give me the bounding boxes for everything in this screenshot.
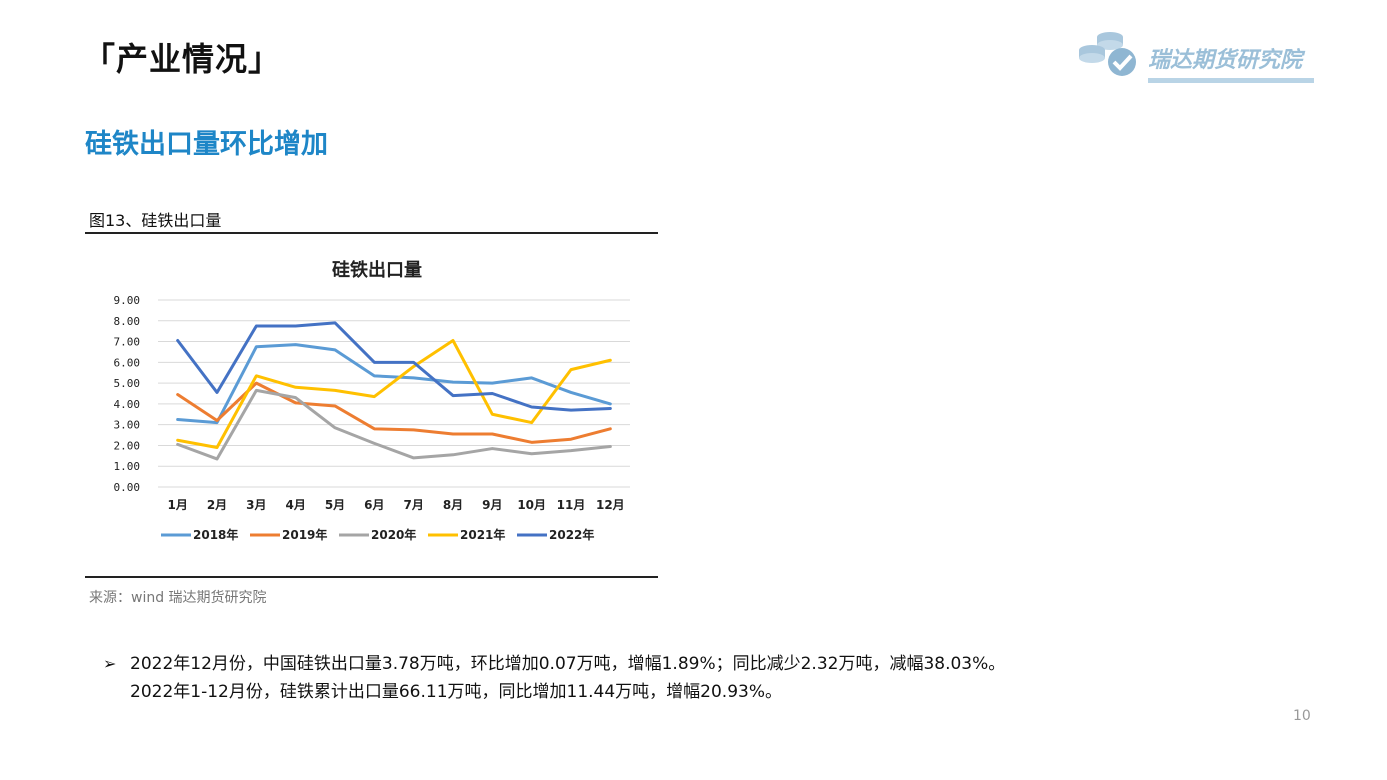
y-tick-label: 6.00 [114,356,141,369]
x-tick-label: 7月 [403,498,423,512]
chart-series [176,321,612,461]
x-tick-label: 10月 [517,498,546,512]
page-title: 「产业情况」 [83,40,282,78]
series-line-2020年 [176,388,612,461]
x-tick-label: 11月 [557,498,586,512]
y-tick-label: 1.00 [114,460,141,473]
logo-text: 瑞达期货研究院 [1148,48,1303,73]
bullet-arrow-icon: ➢ [103,654,117,673]
export-volume-chart: 硅铁出口量 0.00 1.00 2.00 3.00 4.00 5.00 6.00 7.00 8.… [114,259,630,542]
y-tick-label: 5.00 [114,377,141,390]
legend-label: 2018年 [193,527,238,542]
section-title: 硅铁出口量环比增加 [85,129,328,160]
series-line-2018年 [176,343,612,425]
legend-label: 2022年 [549,527,594,542]
y-tick-label: 9.00 [114,294,141,307]
x-tick-label: 3月 [246,498,266,512]
x-tick-label: 5月 [325,498,345,512]
chart-legend: 2018年 2019年 2020年 2021年 2022年 [161,527,594,542]
y-tick-label: 8.00 [114,315,141,328]
source-note: 来源：wind 瑞达期货研究院 [89,590,267,606]
y-tick-label: 7.00 [114,336,141,349]
figure-caption: 图13、硅铁出口量 [89,211,222,230]
x-tick-label: 4月 [285,498,305,512]
y-tick-label: 3.00 [114,419,141,432]
x-tick-label: 12月 [596,498,625,512]
y-tick-label: 4.00 [114,398,141,411]
summary-line-2: 2022年1-12月份，硅铁累计出口量66.11万吨，同比增加11.44万吨，增… [130,682,783,702]
company-logo: 瑞达期货研究院 [1076,28,1316,86]
page-number: 10 [1293,708,1311,724]
legend-label: 2020年 [371,527,416,542]
figure-bottom-rule [85,576,658,578]
x-tick-label: 2月 [207,498,227,512]
y-axis: 0.00 1.00 2.00 3.00 4.00 5.00 6.00 7.00 8.00 9.00 [114,294,141,494]
logo-underline [1148,78,1314,83]
x-axis: 1月 2月 3月 4月 5月 6月 7月 8月 9月 10月 11月 12月 [167,498,624,512]
y-tick-label: 2.00 [114,439,141,452]
series-line-2021年 [176,339,612,450]
chart-gridlines [158,299,630,488]
x-tick-label: 8月 [443,498,463,512]
chart-title: 硅铁出口量 [332,259,422,281]
legend-label: 2021年 [460,527,505,542]
series-line-2022年 [176,321,612,412]
x-tick-label: 6月 [364,498,384,512]
figure-top-rule [85,232,658,234]
x-tick-label: 1月 [167,498,187,512]
coins-logo-icon [1079,32,1136,76]
x-tick-label: 9月 [482,498,502,512]
summary-line-1: 2022年12月份，中国硅铁出口量3.78万吨，环比增加0.07万吨，增幅1.8… [130,654,1006,674]
legend-label: 2019年 [282,527,327,542]
y-tick-label: 0.00 [114,481,141,494]
